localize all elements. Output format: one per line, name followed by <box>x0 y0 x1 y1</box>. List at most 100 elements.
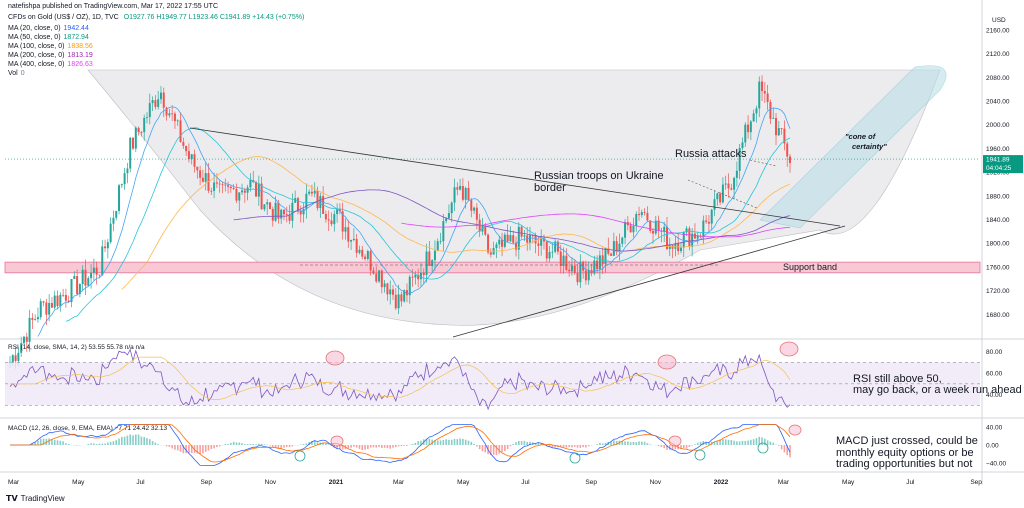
macd-histogram-bar <box>428 438 431 445</box>
x-axis-label: May <box>842 479 855 486</box>
candle-body <box>629 225 632 233</box>
x-axis-label: Mar <box>778 479 790 486</box>
candle-body <box>157 99 160 107</box>
macd-histogram-bar <box>59 440 62 445</box>
macd-histogram-bar <box>53 439 56 445</box>
indicator-legend-item[interactable]: MA (20, close, 0) 1942.44 <box>8 24 92 33</box>
macd-low-circle <box>757 442 769 454</box>
macd-histogram-bar <box>101 443 104 445</box>
candle-body <box>450 202 453 214</box>
macd-histogram-bar <box>165 445 168 447</box>
troops-label: Russian troops on Ukraine <box>534 170 664 182</box>
indicator-legend-item[interactable]: MA (100, close, 0) 1838.56 <box>8 42 96 51</box>
indicator-value: 0 <box>20 70 25 77</box>
price-tick-label: 1880.00 <box>986 193 1010 200</box>
candle-body <box>414 274 417 278</box>
cone-label: "cone of <box>845 132 877 141</box>
indicator-legend-item[interactable]: MA (50, close, 0) 1872.94 <box>8 33 92 42</box>
macd-histogram-bar <box>649 444 652 445</box>
price-tick-label: 2040.00 <box>986 98 1010 105</box>
macd-histogram-bar <box>495 445 498 456</box>
macd-histogram-bar <box>358 445 361 449</box>
macd-histogram-bar <box>786 445 789 456</box>
candle-body <box>171 113 174 115</box>
candle-body <box>182 141 185 146</box>
macd-histogram-bar <box>369 445 372 448</box>
candle-body <box>710 209 713 224</box>
candle-body <box>400 294 403 302</box>
candle-body <box>635 213 638 226</box>
candle-body <box>383 283 386 288</box>
candle-body <box>271 209 274 221</box>
macd-tick-label: 0.00 <box>986 443 999 450</box>
candle-body <box>464 187 467 200</box>
candle-body <box>344 227 347 232</box>
macd-histogram-bar <box>624 441 626 445</box>
ma-20-line <box>37 106 791 337</box>
candle-body <box>224 184 227 186</box>
x-axis-label: Mar <box>8 479 20 486</box>
macd-histogram-bar <box>361 445 364 451</box>
price-tick-label: 1960.00 <box>986 146 1010 153</box>
macd-histogram-bar <box>176 445 179 451</box>
indicator-legend-item[interactable]: MA (200, close, 0) 1813.19 <box>8 51 96 60</box>
candle-body <box>587 270 590 281</box>
price-tick-label: 2160.00 <box>986 27 1010 34</box>
macd-histogram-bar <box>406 445 408 446</box>
cone-of-certainty-shape <box>759 65 947 229</box>
macd-histogram-bar <box>708 442 710 445</box>
macd-histogram-bar <box>526 441 529 445</box>
macd-histogram-bar <box>657 445 660 447</box>
candle-body <box>487 234 490 253</box>
candle-body <box>378 270 381 282</box>
macd-histogram-bar <box>244 444 246 445</box>
macd-histogram-bar <box>48 438 50 445</box>
candle-body <box>674 243 677 249</box>
macd-histogram-bar <box>216 445 218 448</box>
macd-histogram-bar <box>431 439 433 445</box>
macd-histogram-bar <box>241 443 243 445</box>
macd-histogram-bar <box>420 440 422 445</box>
indicator-legend-item[interactable]: Vol 0 <box>8 69 28 78</box>
candle-body <box>397 294 400 309</box>
macd-histogram-bar <box>151 441 154 445</box>
macd-histogram-bar <box>179 445 182 452</box>
macd-histogram-bar <box>109 441 112 445</box>
indicator-value: 1826.63 <box>67 61 93 68</box>
macd-histogram-bar <box>353 445 355 447</box>
price-tick-label: 2120.00 <box>986 51 1010 58</box>
candle-body <box>618 243 621 253</box>
candle-body <box>319 196 322 209</box>
currency-label: USD <box>992 17 1006 24</box>
candle-body <box>235 189 238 201</box>
candle-body <box>34 319 37 320</box>
macd-histogram-bar <box>232 441 235 445</box>
macd-histogram-bar <box>355 445 358 448</box>
macd-histogram-bar <box>638 441 640 445</box>
macd-histogram-bar <box>747 440 749 445</box>
candle-body <box>151 100 154 104</box>
candle-body <box>241 190 244 193</box>
candle-body <box>559 251 562 266</box>
candle-body <box>721 184 724 203</box>
candle-body <box>453 187 456 203</box>
candle-body <box>232 188 235 190</box>
x-axis-label: Sep <box>200 479 212 486</box>
candle-body <box>744 124 747 143</box>
macd-histogram-bar <box>417 441 419 445</box>
indicator-legend-item[interactable]: MA (400, close, 0) 1826.63 <box>8 60 96 69</box>
candle-body <box>789 156 791 163</box>
macd-histogram-bar <box>671 445 674 450</box>
candle-body <box>523 235 526 237</box>
macd-histogram-bar <box>378 445 380 448</box>
macd-histogram-bar <box>587 445 590 447</box>
candle-body <box>738 148 741 171</box>
macd-histogram-bar <box>341 445 344 450</box>
candle-body <box>90 272 93 279</box>
macd-histogram-bar <box>45 438 48 445</box>
candle-body <box>269 202 271 210</box>
candle-body <box>95 267 98 275</box>
macd-histogram-bar <box>252 443 255 445</box>
candle-body <box>509 235 512 242</box>
